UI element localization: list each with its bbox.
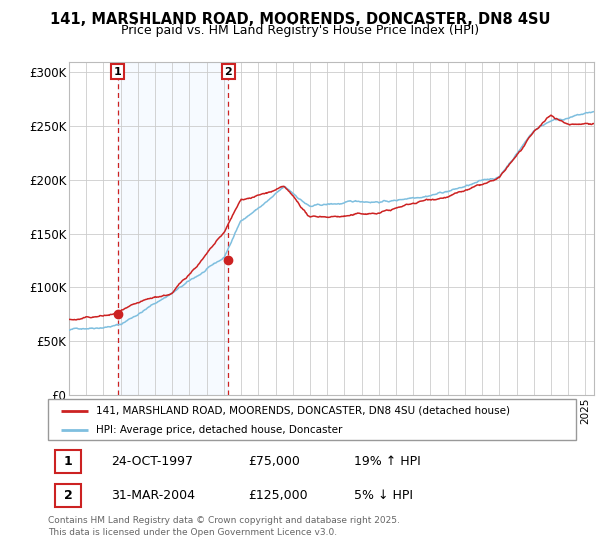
- Bar: [118, 62, 228, 395]
- Text: 2: 2: [64, 489, 73, 502]
- FancyBboxPatch shape: [55, 484, 81, 507]
- Text: Price paid vs. HM Land Registry's House Price Index (HPI): Price paid vs. HM Land Registry's House …: [121, 24, 479, 36]
- FancyBboxPatch shape: [48, 399, 576, 440]
- Text: 1: 1: [113, 67, 121, 77]
- Text: 24-OCT-1997: 24-OCT-1997: [112, 455, 193, 468]
- Text: 5% ↓ HPI: 5% ↓ HPI: [354, 489, 413, 502]
- Text: 141, MARSHLAND ROAD, MOORENDS, DONCASTER, DN8 4SU (detached house): 141, MARSHLAND ROAD, MOORENDS, DONCASTER…: [95, 405, 509, 416]
- Text: Contains HM Land Registry data © Crown copyright and database right 2025.
This d: Contains HM Land Registry data © Crown c…: [48, 516, 400, 537]
- Text: £125,000: £125,000: [248, 489, 308, 502]
- Text: £75,000: £75,000: [248, 455, 301, 468]
- FancyBboxPatch shape: [55, 450, 81, 473]
- Text: 1: 1: [64, 455, 73, 468]
- Text: 141, MARSHLAND ROAD, MOORENDS, DONCASTER, DN8 4SU: 141, MARSHLAND ROAD, MOORENDS, DONCASTER…: [50, 12, 550, 27]
- Text: 19% ↑ HPI: 19% ↑ HPI: [354, 455, 421, 468]
- Text: 31-MAR-2004: 31-MAR-2004: [112, 489, 196, 502]
- Text: 2: 2: [224, 67, 232, 77]
- Text: HPI: Average price, detached house, Doncaster: HPI: Average price, detached house, Donc…: [95, 424, 342, 435]
